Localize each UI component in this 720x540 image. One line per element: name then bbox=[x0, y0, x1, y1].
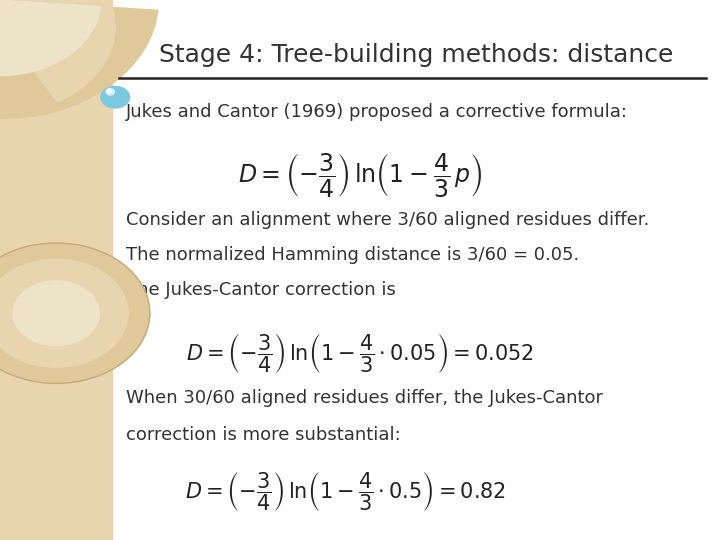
Text: $D = \left(-\dfrac{3}{4}\right)\, \mathrm{ln}\left(1 - \dfrac{4}{3}\cdot 0.5\rig: $D = \left(-\dfrac{3}{4}\right)\, \mathr… bbox=[185, 470, 506, 513]
Circle shape bbox=[0, 243, 150, 383]
Text: Jukes and Cantor (1969) proposed a corrective formula:: Jukes and Cantor (1969) proposed a corre… bbox=[126, 103, 628, 120]
Text: When 30/60 aligned residues differ, the Jukes-Cantor: When 30/60 aligned residues differ, the … bbox=[126, 389, 603, 407]
Circle shape bbox=[106, 89, 114, 95]
Wedge shape bbox=[0, 0, 100, 76]
Text: $D = \left(-\dfrac{3}{4}\right)\, \mathrm{ln}\left(1 - \dfrac{4}{3}\cdot 0.05\ri: $D = \left(-\dfrac{3}{4}\right)\, \mathr… bbox=[186, 332, 534, 375]
Text: The normalized Hamming distance is 3/60 = 0.05.: The normalized Hamming distance is 3/60 … bbox=[126, 246, 580, 264]
Circle shape bbox=[13, 281, 99, 346]
Text: The Jukes-Cantor correction is: The Jukes-Cantor correction is bbox=[126, 281, 396, 299]
Text: Stage 4: Tree-building methods: distance: Stage 4: Tree-building methods: distance bbox=[158, 43, 673, 67]
Text: $D = \left(-\dfrac{3}{4}\right)\, \mathrm{ln}\left(1 - \dfrac{4}{3}\, p\right)$: $D = \left(-\dfrac{3}{4}\right)\, \mathr… bbox=[238, 151, 482, 199]
Circle shape bbox=[0, 259, 128, 367]
Text: Consider an alignment where 3/60 aligned residues differ.: Consider an alignment where 3/60 aligned… bbox=[126, 211, 649, 228]
Text: correction is more substantial:: correction is more substantial: bbox=[126, 426, 401, 443]
Wedge shape bbox=[0, 0, 115, 102]
Wedge shape bbox=[0, 0, 158, 119]
Bar bbox=[0, 0, 112, 540]
Circle shape bbox=[101, 86, 130, 108]
Circle shape bbox=[107, 89, 112, 92]
